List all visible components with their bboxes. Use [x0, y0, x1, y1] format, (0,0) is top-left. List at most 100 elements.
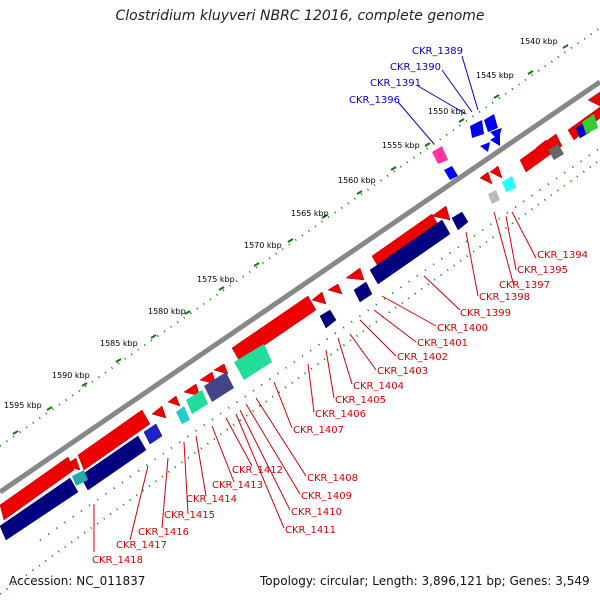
kbp-labels: 1540 kbp 1545 kbp 1550 kbp 1555 kbp 1560…	[4, 37, 558, 410]
gene-block[interactable]	[0, 456, 75, 521]
gene-arrow[interactable]	[480, 142, 490, 152]
gene-block[interactable]	[444, 166, 458, 180]
gene-label[interactable]: CKR_1409	[301, 491, 352, 502]
gene-label[interactable]: CKR_1401	[417, 338, 468, 349]
gene-arrow[interactable]	[311, 291, 327, 305]
gene-arrow[interactable]	[489, 165, 503, 179]
gene-label[interactable]: CKR_1417	[116, 540, 167, 551]
outer-gene-labels: CKR_1389 CKR_1390 CKR_1391 CKR_1396	[349, 46, 463, 106]
gene-arrow[interactable]	[587, 91, 600, 107]
leader-line	[211, 425, 235, 483]
gene-label[interactable]: CKR_1404	[353, 381, 404, 392]
kbp-label: 1570 kbp	[244, 241, 282, 250]
genome-summary-text: Topology: circular; Length: 3,896,121 bp…	[260, 574, 590, 588]
gene-arrow[interactable]	[479, 171, 493, 185]
gene-block[interactable]	[451, 211, 469, 231]
gene-arrow[interactable]	[183, 383, 201, 397]
gene-block[interactable]	[72, 470, 88, 486]
gene-label[interactable]: CKR_1416	[138, 527, 189, 538]
gene-arrow[interactable]	[490, 128, 502, 140]
gene-block[interactable]	[484, 114, 498, 132]
gene-arrow[interactable]	[431, 205, 451, 221]
gene-block[interactable]	[353, 281, 373, 303]
gene-label[interactable]: CKR_1397	[499, 280, 550, 291]
gene-label[interactable]: CKR_1399	[460, 308, 511, 319]
leader-line	[161, 457, 169, 529]
leader-line	[239, 409, 291, 511]
gene-label[interactable]: CKR_1396	[349, 95, 400, 106]
kbp-tick-marks	[12, 44, 569, 435]
gene-label[interactable]: CKR_1394	[537, 250, 588, 261]
kbp-label: 1585 kbp	[100, 339, 138, 348]
gene-label[interactable]: CKR_1407	[293, 425, 344, 436]
gene-label[interactable]: CKR_1408	[307, 473, 358, 484]
gene-label[interactable]: CKR_1391	[370, 78, 421, 89]
gene-label[interactable]: CKR_1418	[92, 555, 143, 566]
kbp-ticks	[12, 44, 569, 435]
gene-arrow[interactable]	[535, 139, 551, 153]
gene-label[interactable]: CKR_1410	[291, 507, 342, 518]
gene-block[interactable]	[488, 190, 500, 204]
gene-arrow[interactable]	[327, 283, 343, 295]
leader-line	[307, 363, 315, 413]
gene-label[interactable]: CKR_1400	[437, 323, 488, 334]
gene-label[interactable]: CKR_1402	[397, 352, 448, 363]
gene-label[interactable]: CKR_1403	[377, 366, 428, 377]
leader-line	[195, 435, 207, 497]
gene-label[interactable]: CKR_1389	[412, 46, 463, 57]
kbp-label: 1575 kbp	[197, 275, 235, 284]
gene-block[interactable]	[582, 114, 598, 134]
gene-label[interactable]: CKR_1406	[315, 409, 366, 420]
gene-block[interactable]	[319, 309, 337, 329]
other-genes	[72, 114, 598, 486]
kbp-label: 1565 kbp	[291, 209, 329, 218]
gene-block[interactable]	[231, 295, 317, 363]
gene-label[interactable]: CKR_1390	[390, 62, 441, 73]
leader-line	[129, 465, 149, 541]
gene-block[interactable]	[432, 146, 448, 164]
gene-label[interactable]: CKR_1413	[212, 480, 263, 491]
gene-block[interactable]	[548, 144, 564, 160]
leader-line	[255, 397, 307, 477]
leader-line	[381, 295, 437, 327]
inner-leader-lines	[93, 211, 537, 552]
leader-line	[397, 101, 435, 145]
gene-block[interactable]	[0, 477, 79, 541]
gene-block[interactable]	[186, 390, 208, 414]
track-lines	[0, 27, 600, 595]
gene-block[interactable]	[502, 176, 516, 192]
gene-block[interactable]	[77, 409, 151, 471]
gene-label[interactable]: CKR_1411	[285, 525, 336, 536]
gene-label[interactable]: CKR_1395	[517, 265, 568, 276]
leader-line	[493, 211, 515, 287]
gene-block[interactable]	[234, 344, 272, 380]
gene-arrow[interactable]	[63, 457, 81, 471]
kbp-label: 1540 kbp	[520, 37, 558, 46]
reverse-strand-genes	[0, 121, 591, 541]
gene-arrow[interactable]	[213, 363, 229, 375]
gene-block[interactable]	[143, 423, 163, 445]
map-title: Clostridium kluyveri NBRC 12016, complet…	[115, 8, 485, 24]
kbp-label: 1590 kbp	[52, 371, 90, 380]
gene-label[interactable]: CKR_1405	[335, 395, 386, 406]
gene-arrow[interactable]	[151, 405, 167, 419]
kbp-label: 1545 kbp	[476, 71, 514, 80]
leader-line	[441, 69, 473, 113]
kbp-label: 1580 kbp	[148, 307, 186, 316]
leader-line	[337, 337, 353, 385]
gene-block[interactable]	[176, 406, 190, 424]
inner-gene-labels: CKR_1394 CKR_1395 CKR_1397 CKR_1398 CKR_…	[92, 250, 588, 566]
gene-label[interactable]: CKR_1398	[479, 292, 530, 303]
gene-block[interactable]	[470, 120, 484, 138]
gene-block[interactable]	[204, 372, 234, 402]
gene-label[interactable]: CKR_1412	[232, 465, 283, 476]
gene-label[interactable]: CKR_1415	[164, 510, 215, 521]
gene-arrow[interactable]	[345, 267, 365, 281]
gene-label[interactable]: CKR_1414	[186, 494, 237, 505]
gene-block[interactable]	[79, 435, 147, 491]
gene-arrow[interactable]	[167, 395, 181, 407]
gene-block[interactable]	[369, 219, 451, 285]
gene-arrow[interactable]	[547, 135, 561, 147]
